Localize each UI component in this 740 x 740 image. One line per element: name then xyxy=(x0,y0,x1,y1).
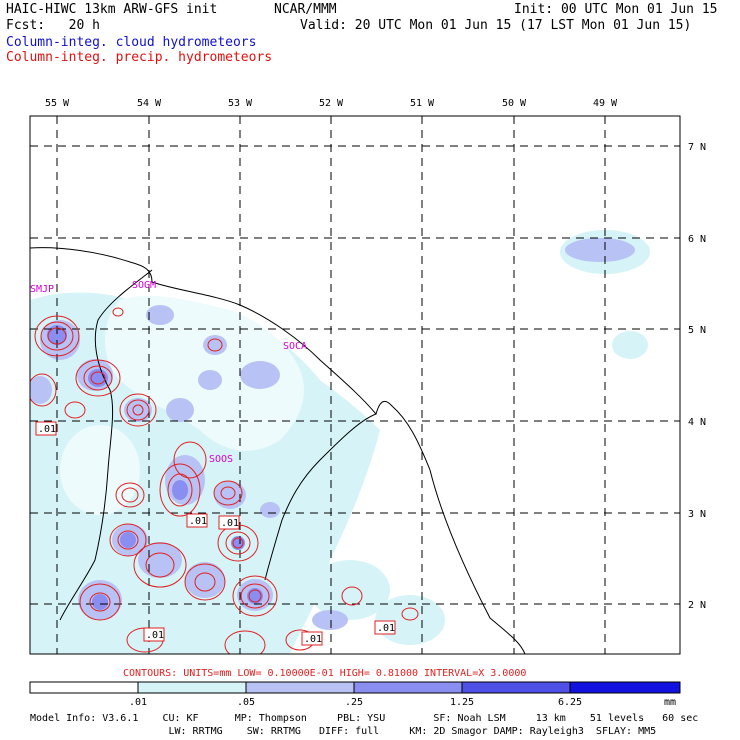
init-time: Init: 00 UTC Mon 01 Jun 15 xyxy=(514,2,718,17)
model-info-line1: Model Info: V3.6.1 CU: KF MP: Thompson P… xyxy=(30,713,698,724)
contour-label: .01 xyxy=(146,630,164,641)
lon-label: 51 W xyxy=(410,98,435,109)
lat-label: 7 N xyxy=(688,142,706,153)
colorbar xyxy=(29,681,681,694)
lon-label: 49 W xyxy=(593,98,618,109)
coastline xyxy=(30,247,526,654)
field-cloud-label: Column-integ. cloud hydrometeors xyxy=(6,35,257,50)
lat-lon-grid xyxy=(30,116,680,654)
lat-label: 3 N xyxy=(688,509,706,520)
map-frame xyxy=(29,115,681,655)
colorbar-tick: 6.25 xyxy=(558,697,582,708)
lat-label: 5 N xyxy=(688,325,706,336)
colorbar-tick: .01 xyxy=(129,697,147,708)
lat-label: 6 N xyxy=(688,234,706,245)
station-label-smjp: SMJP xyxy=(30,284,54,295)
lon-label: 52 W xyxy=(319,98,344,109)
org-label: NCAR/MMM xyxy=(274,2,337,17)
lon-label: 53 W xyxy=(228,98,253,109)
lon-label: 50 W xyxy=(502,98,527,109)
field-precip-label: Column-integ. precip. hydrometeors xyxy=(6,50,273,65)
station-label-soca: SOCA xyxy=(283,341,307,352)
colorbar-tick: 1.25 xyxy=(450,697,474,708)
model-info-line2: LW: RRTMG SW: RRTMG DIFF: full KM: 2D Sm… xyxy=(30,726,656,737)
contour-label: .01 xyxy=(38,424,56,435)
valid-time: Valid: 20 UTC Mon 01 Jun 15 (17 LST Mon … xyxy=(300,18,692,33)
lat-label: 2 N xyxy=(688,600,706,611)
contour-label: .01 xyxy=(304,634,322,645)
contour-label-boxes xyxy=(35,421,396,646)
contour-label: .01 xyxy=(221,518,239,529)
model-title: HAIC-HIWC 13km ARW-GFS init xyxy=(6,2,218,17)
lat-label: 4 N xyxy=(688,417,706,428)
lon-label: 54 W xyxy=(137,98,162,109)
contour-label: .01 xyxy=(377,623,395,634)
station-label-sogm: SOGM xyxy=(132,280,156,291)
precip-contours xyxy=(30,307,419,654)
contour-info: CONTOURS: UNITS=mm LOW= 0.10000E-01 HIGH… xyxy=(123,668,526,679)
lon-label: 55 W xyxy=(45,98,70,109)
colorbar-unit: mm xyxy=(664,697,676,708)
forecast-hour: Fcst: 20 h xyxy=(6,18,100,33)
colorbar-tick: .05 xyxy=(237,697,255,708)
colorbar-tick: .25 xyxy=(345,697,363,708)
cloud-shading xyxy=(30,230,650,654)
station-label-soos: SOOS xyxy=(209,454,233,465)
contour-label: .01 xyxy=(189,516,207,527)
